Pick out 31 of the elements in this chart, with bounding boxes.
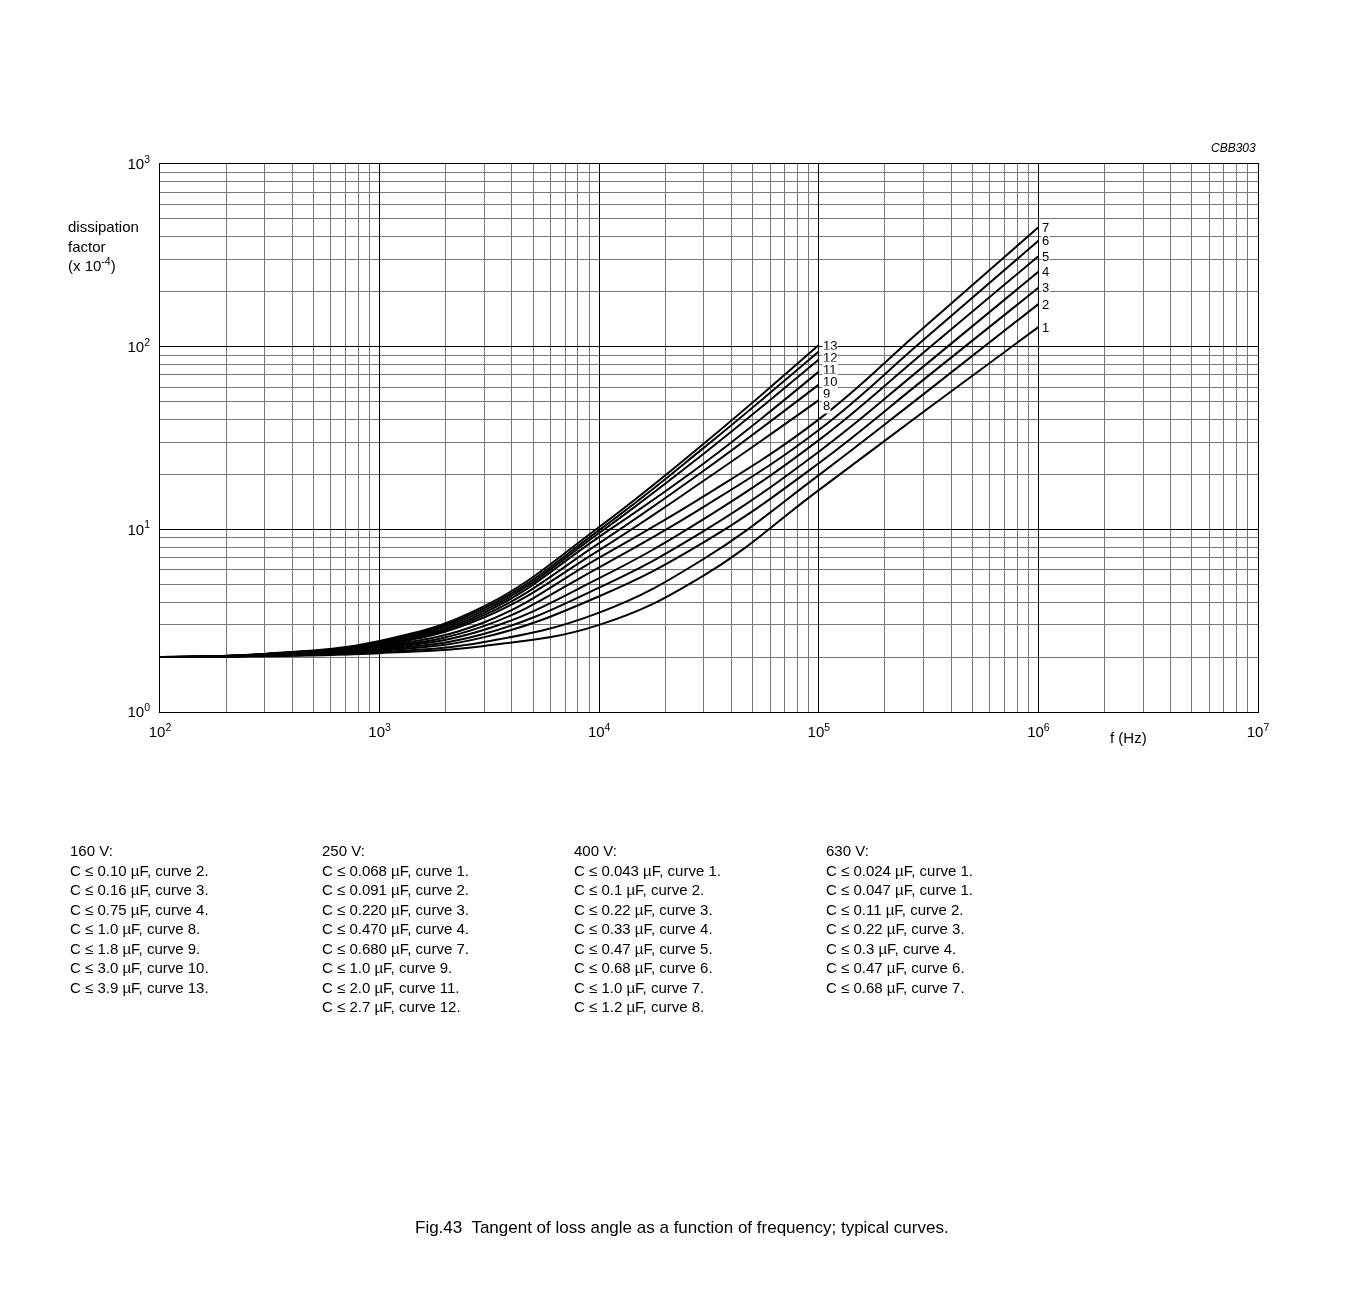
y-tick-label: 10$^{2}$ [127,335,151,355]
y-tick-label: 10$^{0}$ [127,700,151,721]
x-tick-label: 10$^{4}$ [587,720,611,740]
text: 630 V: C ≤ 0.024 µF, curve 1. C ≤ 0.047 µF, curve 1. C ≤ 0.11 µF, curve 2. C ≤ 0.22 µF, curve 3. C ≤ 0.3 µF, curve 4. C ≤ 0.47 µF, curve 6. C ≤ 0.68 µF, curve 7. [826,842,973,996]
x-tick-label: 10$^{3}$ [368,720,392,740]
series-label: 9 [823,386,831,401]
x-tick-label: 10$^{2}$ [148,720,172,740]
series-label: 12 [823,350,838,365]
text: CBB303 [1211,141,1257,155]
y-tick-label: 10$^{1}$ [127,518,151,538]
series-label: 10 [823,374,838,389]
series-label: 6 [1042,233,1050,248]
x-tick-label: 10$^{6}$ [1027,720,1050,740]
series-label: 11 [823,362,837,377]
y-tick-label: 10$^{3}$ [127,152,151,173]
series-label: 8 [823,398,831,413]
x-tick-label: 10$^{7}$ [1246,720,1270,740]
text: 160 V: C ≤ 0.10 µF, curve 2. C ≤ 0.16 µF, curve 3. C ≤ 0.75 µF, curve 4. C ≤ 1.0 µF, curve 8. C ≤ 1.8 µF, curve 9. C ≤ 3.0 µF, curve 10. C ≤ 3.9 µF, curve 13. [70,842,209,996]
text: 400 V: C ≤ 0.043 µF, curve 1. C ≤ 0.1 µF, curve 2. C ≤ 0.22 µF, curve 3. C ≤ 0.33 µF, curve 4. C ≤ 0.47 µF, curve 5. C ≤ 0.68 µF, curve 6. C ≤ 1.0 µF, curve 7. C ≤ 1.2 µF, curve 8. [574,842,721,1015]
text: 250 V: C ≤ 0.068 µF, curve 1. C ≤ 0.091 µF, curve 2. C ≤ 0.220 µF, curve 3. C ≤ 0.470 µF, curve 4. C ≤ 0.680 µF, curve 7. C ≤ 1.0 µF, curve 9. C ≤ 2.0 µF, curve 11. C ≤ 2.7 µF, curve 12. [322,842,469,1015]
series-label: 4 [1042,264,1050,279]
caption: Fig.43 Tangent of loss angle as a function of frequency; typical curves. [415,1218,949,1237]
series-label: 3 [1042,280,1050,295]
series-label: 2 [1042,297,1050,312]
x-axis-title: f (Hz) [1110,729,1147,746]
series-label: 13 [823,338,838,353]
series-label: 1 [1042,320,1050,335]
series-label: 5 [1042,249,1050,264]
y-axis-title: dissipation factor (x 10$^{-4}$) [68,218,139,274]
x-tick-label: 10$^{5}$ [807,720,831,740]
series-label: 7 [1042,220,1050,235]
